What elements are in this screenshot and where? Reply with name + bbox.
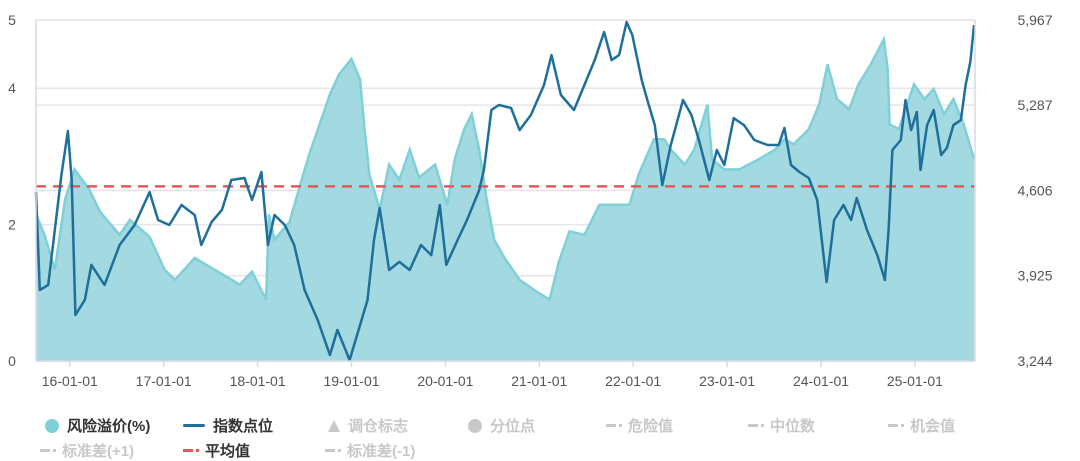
line-icon	[183, 424, 205, 427]
circle-icon	[468, 418, 482, 433]
legend-opportunity[interactable]: 机会值	[888, 415, 955, 436]
legend-label: 调仓标志	[348, 418, 409, 435]
x-axis-tick-label: 24-01-01	[793, 373, 849, 389]
x-axis-tick-label: 23-01-01	[699, 373, 755, 389]
legend-label: 标准差(+1)	[62, 443, 135, 460]
x-axis-tick-label: 19-01-01	[323, 373, 379, 389]
right-axis-tick-label: 5,287	[1017, 97, 1052, 113]
dash-dot-icon	[325, 449, 341, 452]
right-axis-tick-label: 4,606	[1017, 182, 1052, 198]
x-axis-tick-label: 20-01-01	[417, 373, 473, 389]
x-axis-tick-label: 17-01-01	[136, 373, 192, 389]
legend-label: 平均值	[205, 443, 251, 460]
legend-mean[interactable]: 平均值	[183, 440, 250, 461]
risk-premium-chart: 0 2 4 5 3,244 3,925 4,606 5,287 5,967 16-01-01 17-…	[8, 12, 1053, 389]
dash-dot-icon	[888, 424, 904, 427]
risk-premium-area	[36, 39, 975, 361]
right-axis-tick-label: 3,244	[1017, 353, 1052, 369]
legend-label: 分位点	[490, 418, 536, 435]
dash-dot-icon	[183, 449, 199, 452]
circle-icon	[45, 418, 59, 433]
x-axis-tick-label: 18-01-01	[230, 373, 286, 389]
x-axis-tick-label: 16-01-01	[42, 373, 98, 389]
dash-dot-icon	[606, 424, 622, 427]
left-axis-tick-label: 5	[8, 12, 16, 28]
risk-premium-line	[34, 34, 976, 302]
legend-label: 中位数	[770, 418, 816, 435]
dash-dot-icon	[40, 449, 56, 452]
left-axis-tick-label: 4	[8, 80, 16, 96]
legend-label: 标准差(-1)	[347, 443, 416, 460]
axes: 0 2 4 5 3,244 3,925 4,606 5,287 5,967 16-01-01 17-…	[8, 12, 1053, 389]
legend-percentile[interactable]: 分位点	[468, 415, 535, 436]
legend-std-minus[interactable]: 标准差(-1)	[325, 440, 415, 461]
x-axis-tick-label: 25-01-01	[887, 373, 943, 389]
legend-label: 危险值	[628, 418, 674, 435]
legend-index[interactable]: 指数点位	[183, 415, 273, 436]
legend-danger[interactable]: 危险值	[606, 415, 673, 436]
x-axis-tick-label: 21-01-01	[511, 373, 567, 389]
triangle-icon	[328, 419, 340, 432]
legend-label: 机会值	[910, 418, 956, 435]
right-axis-tick-label: 3,925	[1017, 268, 1052, 284]
x-axis-tick-label: 22-01-01	[605, 373, 661, 389]
legend-median[interactable]: 中位数	[748, 415, 815, 436]
legend-label: 指数点位	[213, 418, 274, 435]
dash-dot-icon	[748, 424, 764, 427]
legend-rebalance[interactable]: 调仓标志	[328, 415, 408, 436]
index-line	[34, 20, 976, 362]
right-axis-tick-label: 5,967	[1017, 12, 1052, 28]
left-axis-tick-label: 0	[8, 353, 16, 369]
legend-risk-premium[interactable]: 风险溢价(%)	[45, 415, 150, 436]
legend-std-plus[interactable]: 标准差(+1)	[40, 440, 134, 461]
legend-label: 风险溢价(%)	[67, 418, 151, 435]
left-axis-tick-label: 2	[8, 217, 16, 233]
